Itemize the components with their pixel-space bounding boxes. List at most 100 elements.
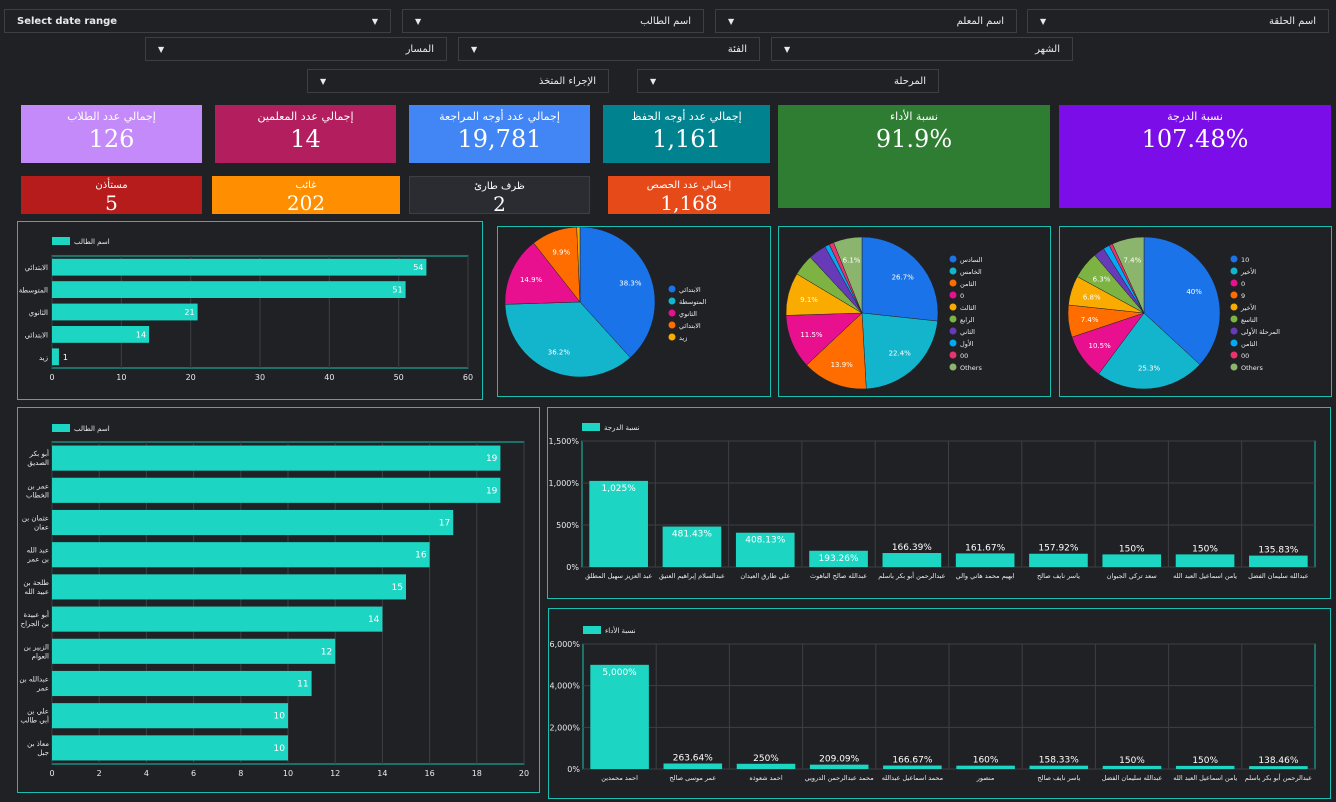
bar-value-label: 19 (486, 454, 498, 464)
pie-slice-label: 14.9% (520, 276, 543, 284)
bar (589, 480, 648, 567)
y-category-label: الابتدائي (25, 331, 48, 339)
bar (52, 445, 501, 471)
circle-name-filter[interactable]: اسم الحلقة ▼ (1027, 9, 1329, 33)
pie-stage-chart: 38.3% 36.2% 14.9% 9.9% الابتدائي المتوسطة الثا… (504, 226, 706, 378)
pie-slice (806, 312, 867, 390)
y-tick-label: 0% (567, 765, 580, 774)
pie-slice-label: 40% (1186, 288, 1202, 296)
bar (1175, 765, 1235, 769)
y-category-label: الخطاب (26, 491, 49, 499)
legend-label: السادس (960, 256, 983, 264)
date-range-filter[interactable]: Select date range ▼ (4, 9, 391, 33)
y-category-label: المتوسطة (19, 287, 48, 295)
bar-value-label: 10 (274, 744, 286, 754)
y-category-label: أبو بكر (29, 449, 49, 458)
legend-label: نسبة الأداء (605, 626, 636, 635)
legend-marker (668, 333, 676, 341)
pie-slice-label: 6.8% (1083, 294, 1101, 302)
x-tick-label: 10 (283, 769, 293, 778)
bar (52, 735, 288, 761)
bar (955, 553, 1015, 567)
x-tick-label: 6 (191, 769, 196, 778)
legend-label: نسبة الدرجة (604, 424, 640, 432)
bar (662, 526, 722, 567)
pie-slice (504, 242, 581, 305)
x-category-label: ياسر نايف صالح (1037, 774, 1080, 782)
chevron-down-icon: ▼ (1040, 16, 1047, 26)
x-category-label: منصور (976, 774, 995, 782)
x-category-label: عبدالله سليمان الفضل (1248, 572, 1309, 580)
y-category-label: عثمان بن (22, 515, 49, 523)
bar (956, 765, 1015, 769)
bar (883, 765, 942, 769)
y-category-label: الصديق (27, 459, 49, 467)
pie-stage-panel: 38.3% 36.2% 14.9% 9.9% الابتدائي المتوسطة الثا… (497, 226, 771, 397)
month-filter[interactable]: الشهر ▼ (771, 37, 1073, 61)
student-name-filter-label: اسم الطالب (640, 15, 691, 27)
pie-slice (579, 226, 656, 358)
legend-label: الابتدائي (679, 286, 701, 294)
x-tick-label: 20 (519, 769, 529, 778)
grade-bar-chart-panel: نسبة الدرجة 0% 500% 1,000% 1,500% 1,025% عبد ا… (547, 407, 1331, 599)
pie-slice-label: 6.3% (1093, 276, 1111, 284)
circle-name-filter-label: اسم الحلقة (1268, 15, 1316, 27)
track-filter-label: المسار (405, 43, 434, 55)
bar-value-label: 166.67% (892, 756, 932, 766)
stage-bar-chart-panel: اسم الطالب 0 10 20 30 40 50 60 54 الابتدائي 51 المت… (17, 221, 483, 400)
bar (52, 326, 150, 343)
bar-value-label: 250% (753, 754, 779, 764)
x-tick-label: 8 (238, 769, 243, 778)
kpi-emergency: ظرف طارئ 2 (409, 176, 590, 216)
x-tick-label: 50 (394, 373, 404, 382)
pie-slice (1098, 312, 1201, 390)
bar-value-label: 1 (63, 353, 68, 362)
x-tick-label: 18 (472, 769, 482, 778)
y-tick-label: 4,000% (549, 682, 580, 691)
pie-slice-label: 11.5% (800, 331, 823, 339)
bar (809, 550, 868, 567)
x-category-label: احمد محمدين (601, 774, 638, 782)
kpi-total-sessions: إجمالي عدد الحصص 1,168 (608, 176, 770, 215)
legend-marker (949, 267, 957, 275)
bar (52, 703, 288, 729)
chevron-down-icon: ▼ (650, 76, 657, 86)
y-category-label: عمر (36, 685, 49, 693)
legend-swatch (582, 423, 600, 431)
teacher-name-filter[interactable]: اسم المعلم ▼ (715, 9, 1017, 33)
student-name-filter[interactable]: اسم الطالب ▼ (402, 9, 704, 33)
bar (809, 764, 869, 769)
action-filter[interactable]: الإجراء المتخذ ▼ (307, 69, 609, 93)
month-filter-label: الشهر (1035, 43, 1060, 55)
stage-filter[interactable]: المرحلة ▼ (637, 69, 939, 93)
kpi-value: 1,168 (660, 191, 718, 215)
chevron-down-icon: ▼ (471, 44, 478, 54)
legend-marker (949, 339, 957, 347)
x-category-label: عبدالسلام إبراهيم العتيق (659, 572, 725, 580)
bar-value-label: 150% (1192, 544, 1218, 554)
track-filter[interactable]: المسار ▼ (145, 37, 447, 61)
kpi-label: إجمالي عدد المعلمين (257, 110, 354, 123)
bar-value-label: 54 (413, 263, 423, 272)
legend-label: الثامن (960, 280, 976, 288)
legend-marker (949, 255, 957, 263)
bar (52, 509, 454, 536)
y-tick-label: 500% (556, 521, 579, 530)
kpi-label: نسبة الأداء (889, 110, 939, 123)
y-category-label: عبيد الله (25, 588, 49, 596)
chevron-down-icon: ▼ (415, 16, 422, 26)
bar (1029, 553, 1088, 567)
category-filter[interactable]: الفئة ▼ (458, 37, 760, 61)
x-category-label: يامن اسماعيل العبد الله (1173, 774, 1237, 782)
legend-label: الرابع (960, 316, 975, 324)
legend-label: الابتدائي (679, 322, 701, 330)
x-tick-label: 12 (330, 769, 340, 778)
y-category-label: عبدالله بن (19, 676, 49, 684)
bar (1249, 555, 1308, 567)
x-category-label: عبد العزيز سهيل المطلق (585, 572, 652, 580)
legend-marker (1230, 339, 1238, 347)
bar-value-label: 166.39% (892, 543, 932, 553)
x-category-label: عمر موسى صالح (669, 774, 716, 782)
perf-bar-chart: نسبة الأداء 0% 2,000% 4,000% 6,000% 5,000% احم… (549, 626, 1316, 782)
bar-value-label: 16 (415, 551, 427, 561)
